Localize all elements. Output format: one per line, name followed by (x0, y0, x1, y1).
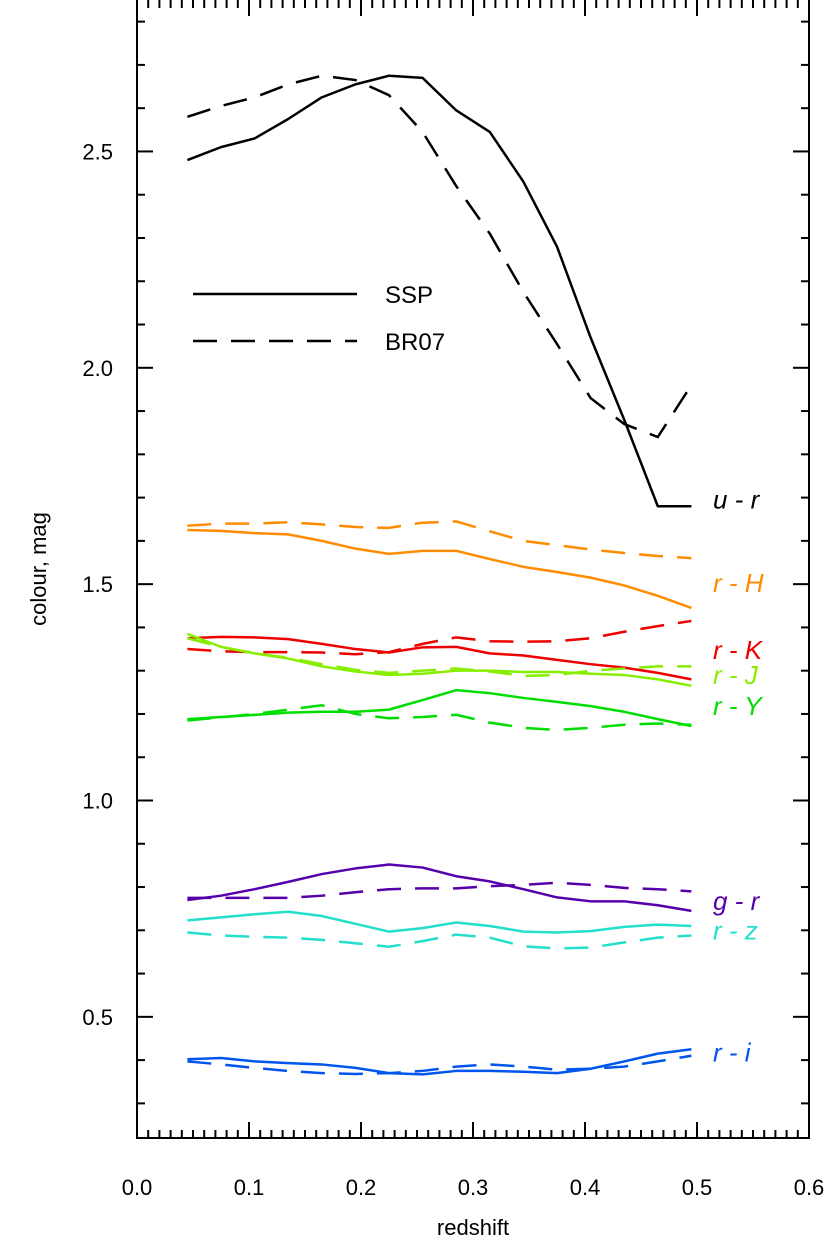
series-labels: u - r r - H r - Kr - Jr - Y g - rr - z r - i (713, 484, 764, 1067)
series-label-rk: r - K (713, 635, 764, 665)
x-tick-label: 0.4 (570, 1175, 601, 1200)
y-tick-label: 2.0 (82, 356, 113, 381)
series-line-ur-br07 (187, 74, 693, 439)
series-label-ur: u - r (713, 484, 761, 514)
plot-frame (136, 0, 810, 1139)
x-tick-label: 0.1 (234, 1175, 265, 1200)
series-line-rj-ssp (186, 632, 692, 688)
series-line-ri-ssp (187, 1048, 692, 1076)
x-tick-label: 0.3 (458, 1175, 489, 1200)
x-tick-label: 0.6 (794, 1175, 825, 1200)
series-lines (186, 74, 693, 1076)
y-tick-label: 1.5 (82, 572, 113, 597)
series-line-rh-br07 (187, 520, 692, 560)
series-line-gr-ssp (187, 863, 692, 913)
y-axis-title: colour, mag (26, 512, 51, 626)
series-line-rj-br07 (187, 637, 692, 678)
axis-ticks (136, 0, 810, 1138)
series-line-ur-ssp (186, 74, 692, 508)
legend-label-br07: BR07 (385, 329, 445, 356)
x-tick-label: 0.2 (346, 1175, 377, 1200)
x-tick-label: 0.5 (682, 1175, 713, 1200)
series-label-ri: r - i (713, 1038, 752, 1068)
series-label-ry: r - Y (713, 691, 763, 721)
x-axis-title: redshift (437, 1215, 509, 1240)
series-line-ry-ssp (187, 688, 692, 728)
series-line-gr-br07 (187, 881, 692, 900)
series-label-rz: r - z (713, 916, 758, 946)
series-label-rh: r - H (713, 568, 764, 598)
x-tick-label: 0.0 (122, 1175, 153, 1200)
y-tick-label: 2.5 (82, 139, 113, 164)
series-line-rh-ssp (187, 528, 692, 610)
series-line-rk-br07 (187, 619, 692, 656)
series-line-rz-br07 (187, 931, 692, 950)
series-line-ri-br07 (187, 1054, 692, 1076)
series-line-ry-br07 (187, 704, 692, 732)
series-label-gr: g - r (713, 886, 761, 916)
y-tick-label: 1.0 (82, 788, 113, 813)
series-line-rz-ssp (187, 910, 692, 934)
legend-label-ssp: SSP (385, 282, 433, 309)
series-line-rk-ssp (187, 635, 692, 681)
series-label-rj: r - J (713, 660, 759, 690)
y-tick-label: 0.5 (82, 1005, 113, 1030)
tick-labels: 0.0 0.1 0.2 0.3 0.4 0.5 0.6 0.5 1.0 1.5 2.0 2.5 (82, 139, 824, 1200)
legend: SSP BR07 (193, 282, 445, 356)
